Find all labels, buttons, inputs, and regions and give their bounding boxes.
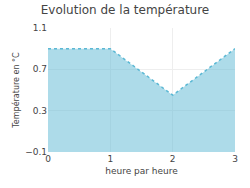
svg-text:2: 2 (170, 154, 176, 164)
svg-text:heure par heure: heure par heure (105, 166, 178, 176)
svg-text:1: 1 (107, 154, 113, 164)
svg-text:1.1: 1.1 (33, 23, 47, 33)
svg-text:0.7: 0.7 (33, 64, 47, 74)
svg-text:−0.1: −0.1 (25, 147, 47, 157)
svg-text:Evolution de la température: Evolution de la température (41, 3, 210, 17)
svg-text:0.3: 0.3 (33, 106, 47, 116)
svg-text:0: 0 (45, 154, 51, 164)
svg-text:3: 3 (232, 154, 238, 164)
svg-text:Température en °C: Température en °C (11, 52, 21, 129)
